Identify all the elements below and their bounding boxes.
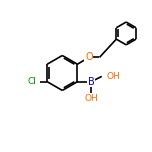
Text: Cl: Cl <box>28 77 37 86</box>
Text: OH: OH <box>106 72 120 81</box>
Text: O: O <box>85 52 93 62</box>
Text: B: B <box>88 77 95 87</box>
Text: OH: OH <box>84 94 98 103</box>
